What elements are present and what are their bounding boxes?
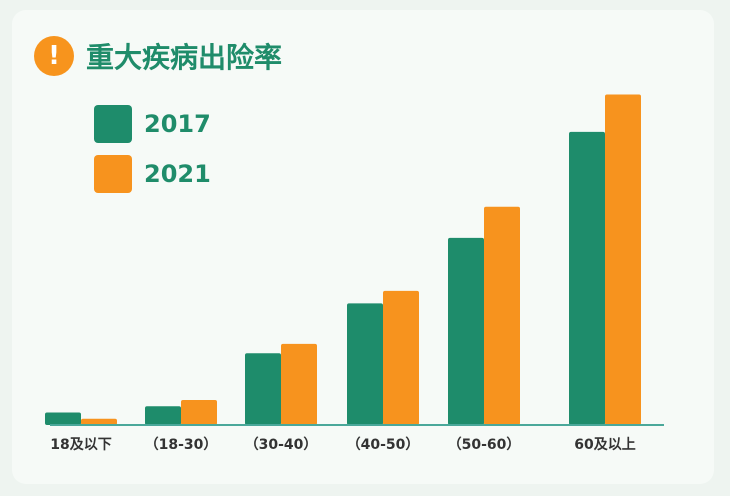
legend-label-2021: 2021: [144, 160, 211, 188]
bar-2017-0: [45, 412, 81, 425]
x-tick-label: （40-50）: [347, 437, 420, 453]
bar-2017-2: [245, 353, 281, 425]
legend-item-2021: 2021: [94, 154, 211, 194]
bar-2017-5: [569, 131, 605, 425]
x-tick-label: （30-40）: [245, 437, 318, 453]
bar-2021-1: [181, 400, 217, 425]
legend-swatch-2021: [94, 155, 132, 193]
bar-2021-4: [484, 206, 520, 425]
bar-2021-2: [281, 343, 317, 425]
bar-2021-0: [81, 418, 117, 425]
chart-title: 重大疾病出险率: [86, 41, 283, 74]
legend: 2017 2021: [94, 104, 211, 204]
x-tick-label: （18-30）: [145, 437, 218, 453]
legend-swatch-2017: [94, 105, 132, 143]
bar-2017-3: [347, 303, 383, 425]
x-tick-label: 18及以下: [50, 437, 111, 453]
legend-label-2017: 2017: [144, 110, 211, 138]
x-tick-label: 60及以上: [574, 437, 635, 453]
bar-2017-1: [145, 406, 181, 425]
chart-header: ! 重大疾病出险率: [34, 36, 282, 76]
bar-2017-4: [448, 237, 484, 425]
exclamation-icon: !: [34, 36, 74, 76]
legend-item-2017: 2017: [94, 104, 211, 144]
bar-2021-3: [383, 290, 419, 425]
bar-2021-5: [605, 94, 641, 426]
x-tick-label: （50-60）: [448, 437, 521, 453]
